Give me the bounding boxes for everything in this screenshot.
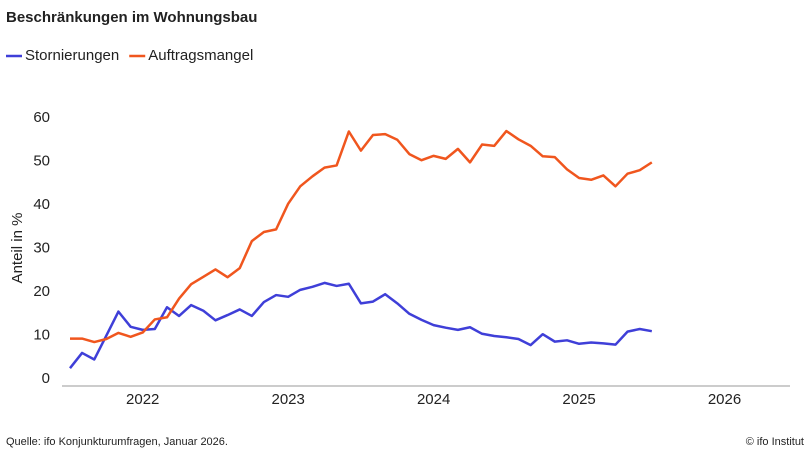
x-tick-label: 2023 bbox=[271, 391, 304, 408]
y-axis-label: Anteil in % bbox=[9, 213, 26, 284]
x-tick-label: 2025 bbox=[562, 391, 595, 408]
line bbox=[69, 281, 653, 369]
y-tick-label: 30 bbox=[33, 239, 50, 256]
y-tick-label: 20 bbox=[33, 283, 50, 300]
y-tick-label: 60 bbox=[33, 109, 50, 126]
y-tick-label: 40 bbox=[33, 196, 50, 213]
legend-label: Stornierungen bbox=[25, 47, 119, 64]
source: Quelle: ifo Konjunkturumfragen, Januar 2… bbox=[6, 436, 228, 448]
y-tick-label: 50 bbox=[33, 152, 50, 169]
x-tick-label: 2024 bbox=[417, 391, 450, 408]
copyright: © ifo Institut bbox=[746, 436, 804, 448]
y-tick-label: 0 bbox=[42, 370, 50, 387]
legend: Stornierungen Auftragsmangel bbox=[6, 47, 253, 64]
legend-label: Auftragsmangel bbox=[148, 47, 253, 64]
chart-title: Beschränkungen im Wohnungsbau bbox=[6, 9, 257, 26]
x-tick-label: 2022 bbox=[126, 391, 159, 408]
x-tick-label: 2026 bbox=[708, 391, 741, 408]
line bbox=[70, 129, 653, 344]
y-tick-label: 10 bbox=[33, 327, 50, 344]
